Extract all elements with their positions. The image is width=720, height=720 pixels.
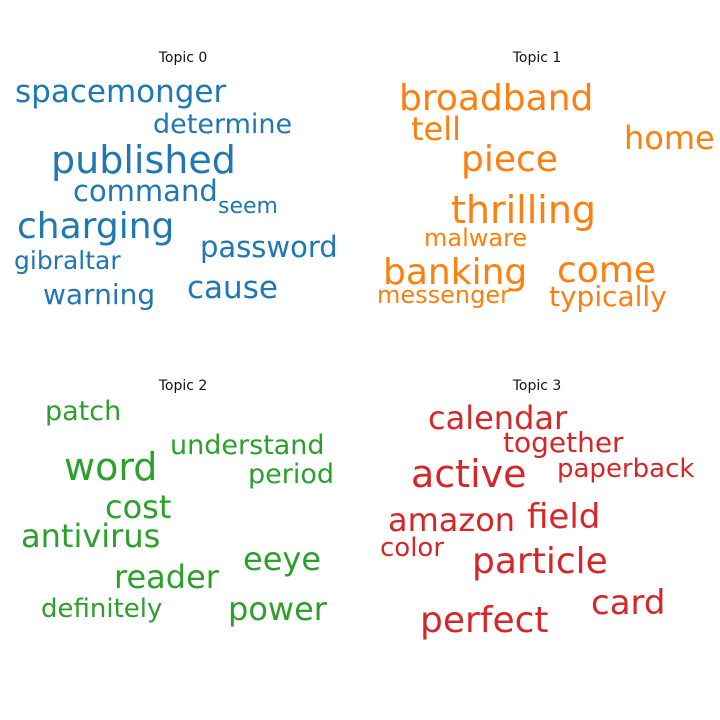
- cloud-word: gibraltar: [14, 246, 121, 275]
- cloud-word: password: [200, 230, 338, 264]
- cloud-word: cause: [187, 270, 278, 306]
- cloud-word: malware: [424, 224, 528, 252]
- cloud-word: banking: [383, 252, 528, 293]
- cloud-word: typically: [549, 280, 667, 313]
- cloud-word: messenger: [377, 281, 510, 309]
- cloud-word: broadband: [399, 78, 594, 119]
- cloud-word: piece: [461, 139, 558, 180]
- cloud-word: particle: [472, 541, 608, 582]
- cloud-word: published: [51, 138, 236, 182]
- cloud-word: color: [380, 533, 445, 563]
- cloud-word: command: [73, 174, 218, 208]
- cloud-word: warning: [43, 278, 156, 311]
- cloud-word: power: [228, 590, 327, 628]
- cloud-word: eeye: [243, 540, 321, 578]
- cloud-word: calendar: [428, 399, 568, 437]
- cloud-word: spacemonger: [15, 74, 227, 110]
- topic-title: Topic 1: [512, 50, 562, 66]
- cloud-word: perfect: [420, 600, 549, 641]
- cloud-word: paperback: [557, 454, 695, 484]
- cloud-word: card: [591, 583, 666, 623]
- cloud-word: reader: [114, 558, 219, 596]
- cloud-word: charging: [17, 206, 175, 247]
- cloud-word: come: [557, 250, 657, 291]
- cloud-word: together: [503, 426, 624, 459]
- topic-title: Topic 3: [512, 378, 562, 394]
- cloud-word: active: [411, 452, 527, 496]
- cloud-word: word: [64, 445, 158, 489]
- cloud-word: amazon: [388, 501, 516, 539]
- topic-title: Topic 2: [158, 378, 208, 394]
- cloud-word: determine: [153, 109, 293, 140]
- cloud-word: cost: [105, 488, 172, 526]
- cloud-word: definitely: [41, 594, 163, 624]
- cloud-word: home: [624, 119, 715, 157]
- cloud-word: antivirus: [21, 517, 161, 555]
- cloud-word: field: [527, 497, 601, 537]
- cloud-word: patch: [45, 396, 122, 427]
- topic-title: Topic 0: [158, 50, 208, 66]
- cloud-word: seem: [218, 194, 278, 219]
- cloud-word: understand: [170, 430, 325, 461]
- cloud-word: period: [248, 459, 335, 490]
- cloud-word: thrilling: [451, 188, 597, 232]
- cloud-word: tell: [411, 110, 462, 148]
